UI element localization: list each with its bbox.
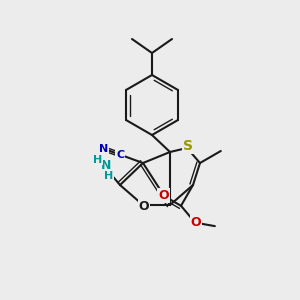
Text: H: H	[93, 154, 102, 165]
Text: O: O	[158, 189, 169, 202]
Text: N: N	[100, 159, 111, 172]
Text: C: C	[116, 150, 124, 160]
Text: N: N	[99, 144, 108, 154]
Text: H: H	[104, 171, 113, 181]
Text: O: O	[139, 200, 149, 212]
Text: S: S	[183, 139, 193, 153]
Text: O: O	[191, 216, 202, 229]
